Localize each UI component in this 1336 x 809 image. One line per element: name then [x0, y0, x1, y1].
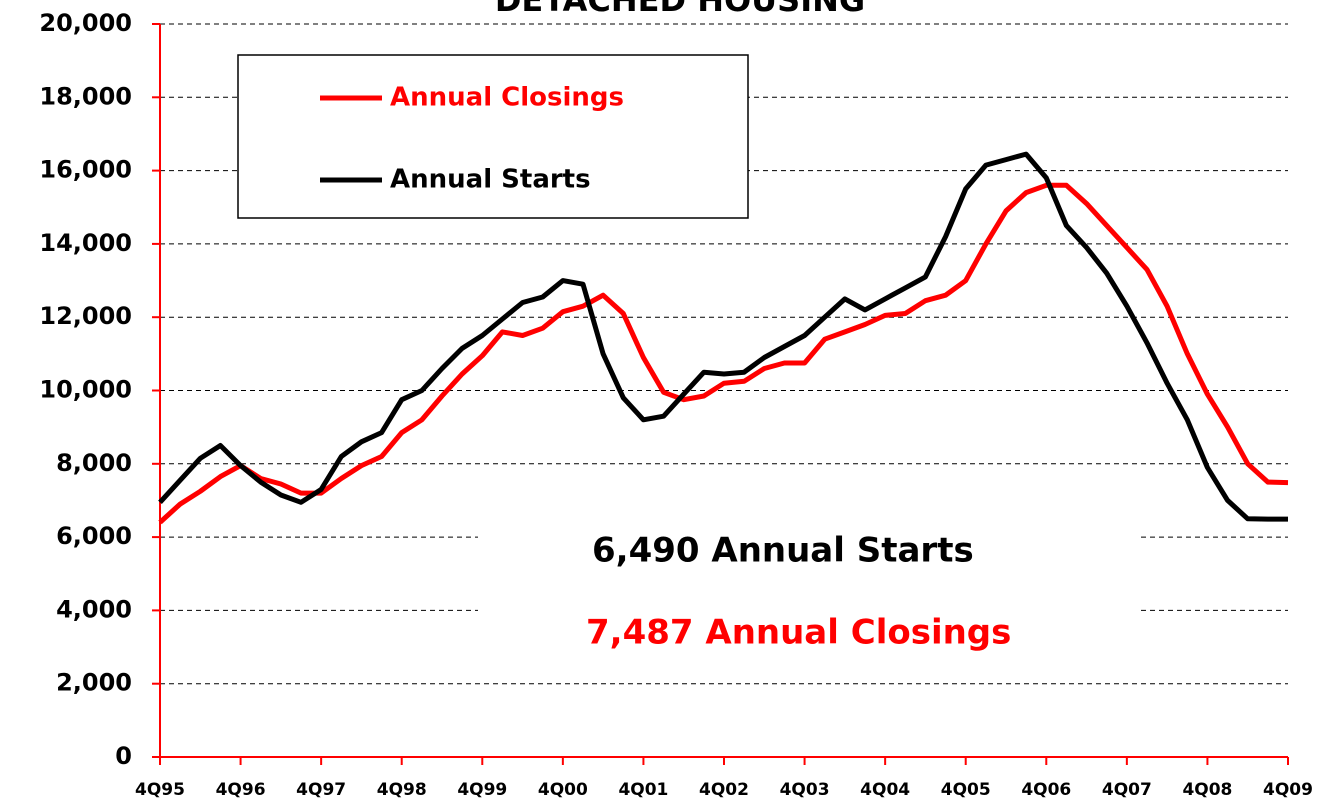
y-tick-label: 14,000	[39, 229, 132, 257]
series-line	[158, 182, 1289, 525]
series-line	[158, 151, 1288, 522]
legend-label: Annual Closings	[390, 83, 624, 113]
y-tick-label: 16,000	[39, 156, 132, 184]
x-tick-label: 4Q08	[1182, 780, 1232, 800]
chart-title: DETACHED HOUSING	[495, 0, 865, 19]
y-tick-label: 8,000	[56, 449, 132, 477]
y-tick-label: 6,000	[56, 522, 132, 550]
x-tick-label: 4Q04	[860, 780, 910, 800]
y-tick-label: 12,000	[39, 302, 132, 330]
x-tick-label: 4Q95	[135, 780, 185, 800]
y-tick-label: 18,000	[39, 82, 132, 110]
x-tick-label: 4Q96	[216, 780, 266, 800]
legend-box	[237, 54, 749, 219]
x-tick-label: 4Q05	[941, 780, 991, 800]
x-tick-label: 4Q99	[457, 780, 507, 800]
y-tick-label: 4,000	[56, 595, 132, 623]
x-tick-label: 4Q09	[1263, 780, 1313, 800]
x-tick-label: 4Q07	[1102, 780, 1152, 800]
annotation-bg	[478, 512, 1138, 662]
y-tick-label: 2,000	[56, 669, 132, 697]
x-tick-label: 4Q98	[377, 780, 427, 800]
annotation: 7,487 Annual Closings	[586, 613, 1011, 653]
x-tick-label: 4Q06	[1021, 780, 1071, 800]
y-tick-label: 0	[115, 742, 132, 770]
legend-label: Annual Starts	[390, 165, 591, 195]
x-tick-label: 4Q00	[538, 780, 588, 800]
x-tick-label: 4Q01	[618, 780, 668, 800]
y-tick-label: 20,000	[39, 9, 132, 37]
x-tick-label: 4Q03	[780, 780, 830, 800]
x-tick-label: 4Q02	[699, 780, 749, 800]
annotation: 6,490 Annual Starts	[592, 531, 974, 571]
y-tick-label: 10,000	[39, 376, 132, 404]
x-tick-label: 4Q97	[296, 780, 346, 800]
